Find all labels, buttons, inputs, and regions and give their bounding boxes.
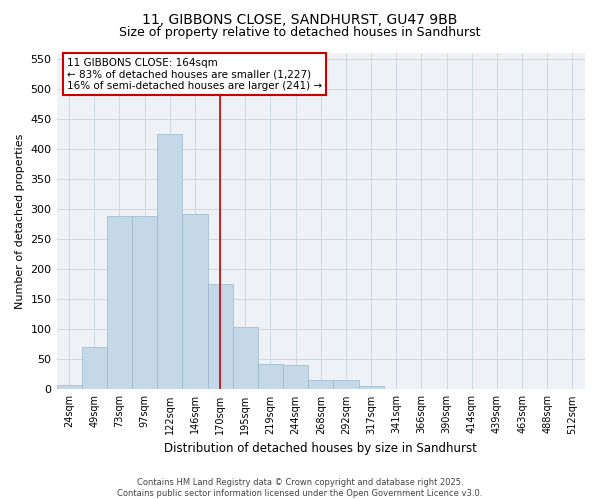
Bar [82, 348, 107, 390]
Bar [308, 380, 334, 390]
Text: Size of property relative to detached houses in Sandhurst: Size of property relative to detached ho… [119, 26, 481, 39]
Bar [107, 216, 132, 390]
Bar [233, 327, 258, 390]
Bar [182, 214, 208, 390]
Bar [258, 364, 283, 390]
Bar [56, 385, 82, 390]
Bar [157, 134, 182, 390]
X-axis label: Distribution of detached houses by size in Sandhurst: Distribution of detached houses by size … [164, 442, 477, 455]
Bar [283, 366, 308, 390]
Bar [132, 216, 157, 390]
Bar [208, 284, 233, 390]
Bar [434, 389, 459, 390]
Bar [334, 380, 359, 390]
Bar [359, 386, 383, 390]
Text: 11 GIBBONS CLOSE: 164sqm
← 83% of detached houses are smaller (1,227)
16% of sem: 11 GIBBONS CLOSE: 164sqm ← 83% of detach… [67, 58, 322, 91]
Y-axis label: Number of detached properties: Number of detached properties [15, 134, 25, 308]
Text: Contains HM Land Registry data © Crown copyright and database right 2025.
Contai: Contains HM Land Registry data © Crown c… [118, 478, 482, 498]
Text: 11, GIBBONS CLOSE, SANDHURST, GU47 9BB: 11, GIBBONS CLOSE, SANDHURST, GU47 9BB [142, 12, 458, 26]
Bar [383, 389, 409, 390]
